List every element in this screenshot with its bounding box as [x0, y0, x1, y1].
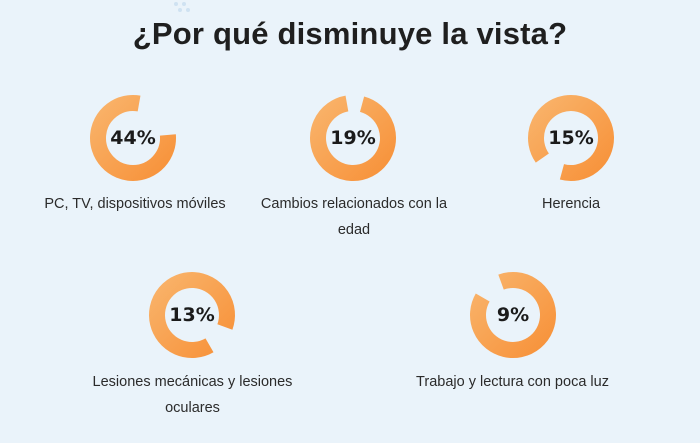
page-title: ¿Por qué disminuye la vista?: [132, 16, 568, 51]
cause-label: Cambios relacionados con la edad: [260, 196, 448, 238]
donut-ring-5: 9%: [468, 270, 558, 360]
donut-arc: [149, 272, 235, 358]
cause-label: Herencia: [541, 196, 601, 212]
percent-value: 13%: [169, 304, 215, 326]
donut-ring-2: 19%: [308, 93, 398, 183]
percent-value: 15%: [548, 127, 594, 149]
donut-arc: [528, 95, 614, 181]
donut-arc: [90, 95, 176, 181]
cause-label: Trabajo y lectura con poca luz: [416, 374, 609, 390]
donut-arc: [470, 272, 556, 358]
percent-value: 9%: [496, 304, 530, 326]
donut-svg: [90, 95, 176, 181]
percent-value: 19%: [330, 127, 376, 149]
donut-ring-3: 15%: [526, 93, 616, 183]
donut-ring-4: 13%: [147, 270, 237, 360]
percent-value: 44%: [110, 127, 156, 149]
decorative-dots: [172, 0, 196, 14]
donut-svg: [528, 95, 614, 181]
cause-label: PC, TV, dispositivos móviles: [44, 196, 226, 212]
donut-ring-1: 44%: [88, 93, 178, 183]
donut-svg: [470, 272, 556, 358]
donut-svg: [310, 95, 396, 181]
cause-label: Lesiones mecánicas y lesiones oculares: [92, 374, 293, 416]
donut-arc: [310, 95, 396, 181]
donut-svg: [149, 272, 235, 358]
